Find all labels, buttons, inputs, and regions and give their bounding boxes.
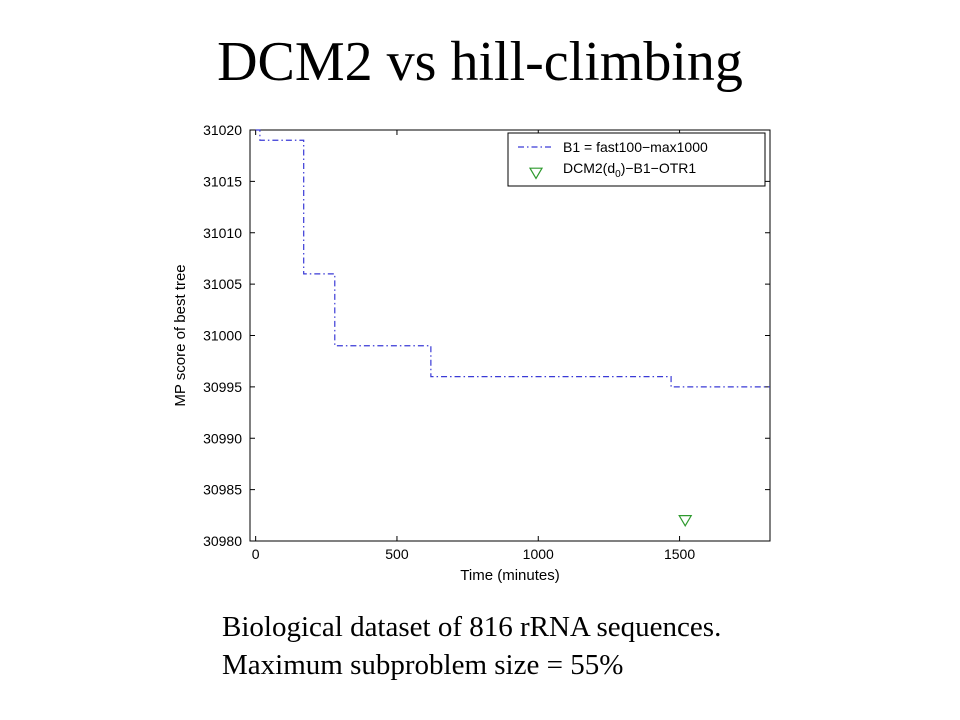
x-tick-label: 500 [385,546,409,562]
legend: B1 = fast100−max1000 DCM2(d0)−B1−OTR1 [507,132,766,187]
plot-frame [249,129,771,542]
y-tick-label: 31020 [203,122,242,138]
legend-box [507,132,766,187]
axis-ticks: 30980 30985 30990 30995 31000 31005 31010 31015… [203,122,770,562]
legend-label-b1: B1 = fast100−max1000 [563,139,708,155]
y-axis-label: MP score of best tree [172,264,189,406]
legend-marker-dcm2 [528,167,544,180]
x-tick-label: 1000 [523,546,554,562]
x-tick-label: 0 [252,546,260,562]
y-tick-label: 31005 [203,276,242,292]
slide-title: DCM2 vs hill-climbing [217,31,743,93]
caption-line-subproblem: Maximum subproblem size = 55% [222,649,624,681]
y-tick-label: 30985 [203,482,242,498]
caption-line-dataset: Biological dataset of 816 rRNA sequences… [222,611,722,643]
series-point-dcm2 [678,515,693,528]
y-tick-label: 30980 [203,533,242,549]
y-tick-label: 31010 [203,225,242,241]
y-tick-label: 30990 [203,430,242,446]
y-tick-label: 30995 [203,379,242,395]
chart: 30980 30985 30990 30995 31000 31005 31010 31015… [172,122,771,584]
x-tick-label: 1500 [664,546,695,562]
y-tick-label: 31015 [203,173,242,189]
series-line-b1 [255,129,770,388]
legend-label-dcm2: DCM2(d0)−B1−OTR1 [563,160,696,180]
series-group [255,129,770,528]
caption: Biological dataset of 816 rRNA sequences… [222,608,721,684]
y-tick-label: 31000 [203,328,242,344]
x-axis-label: Time (minutes) [460,567,559,584]
